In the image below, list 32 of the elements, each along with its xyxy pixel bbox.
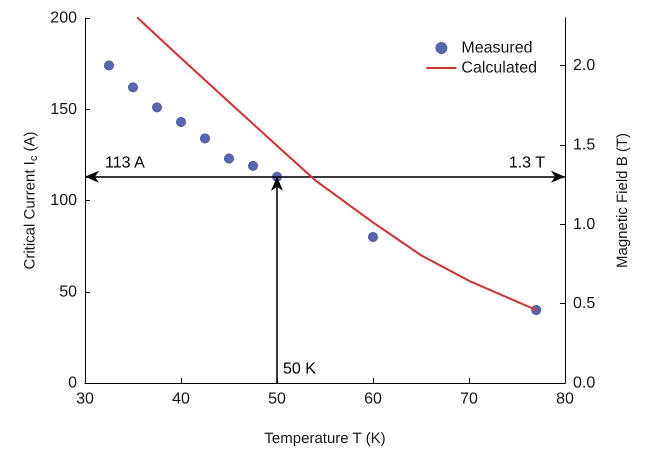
y2-tick-label: 0.5 bbox=[573, 295, 596, 312]
point bbox=[248, 160, 258, 171]
point bbox=[200, 133, 210, 144]
y2-tick-label: 0.0 bbox=[573, 374, 596, 392]
y-tick-label: 200 bbox=[50, 10, 78, 26]
point bbox=[128, 82, 138, 92]
x-tick-label: 40 bbox=[172, 390, 190, 408]
x-tick-label: 70 bbox=[460, 390, 478, 408]
point bbox=[176, 117, 186, 128]
x-axis-title: Temperature T (K) bbox=[264, 430, 386, 447]
y-axis-title: Critical Current Ic (A) bbox=[21, 131, 40, 270]
x-tick-label: 60 bbox=[364, 390, 382, 408]
point bbox=[104, 60, 114, 70]
legend-label: Measured bbox=[461, 40, 533, 56]
x-tick-label: 50 bbox=[268, 390, 286, 408]
y2-tick-label: 1.5 bbox=[573, 136, 596, 154]
x-tick-label: 30 bbox=[76, 390, 94, 408]
y-tick-label: 0 bbox=[68, 374, 78, 392]
x-tick-label: 80 bbox=[556, 390, 574, 408]
y-tick-label: 100 bbox=[50, 192, 78, 209]
point bbox=[152, 102, 162, 112]
y-tick-label: 50 bbox=[59, 283, 78, 300]
ref-line-label: 50 K bbox=[283, 360, 316, 378]
point bbox=[224, 154, 234, 164]
y2-tick-label: 1.0 bbox=[573, 216, 596, 233]
point bbox=[368, 232, 378, 242]
y2-tick-label: 2.0 bbox=[573, 57, 596, 74]
y2-axis-title: Magnetic Field B (T) bbox=[614, 132, 631, 268]
ref-line-label: 113 A bbox=[105, 154, 146, 172]
y-tick-label: 150 bbox=[50, 100, 78, 118]
annotation: 1.3 T bbox=[508, 154, 546, 172]
legend-label: Calculated bbox=[461, 60, 538, 76]
